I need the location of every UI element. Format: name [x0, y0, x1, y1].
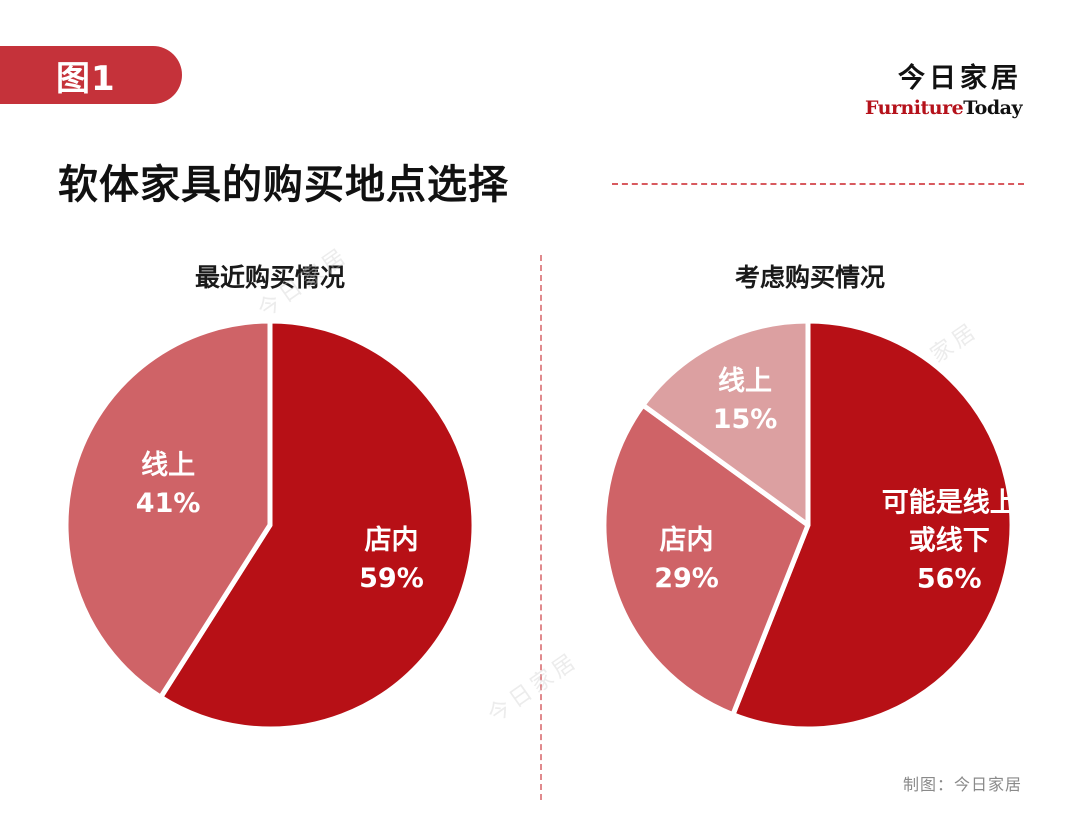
pie-1-slice-2: [640, 318, 811, 528]
brand-name-en-part2: Today: [963, 97, 1022, 119]
pie-0-slice-0-category-label: 店内: [364, 525, 418, 556]
pie-1-slice-0-value-label: 56%: [917, 564, 982, 595]
brand-name-en-part1: Furniture: [865, 97, 964, 119]
pie-0-slice-1-category-label: 线上: [141, 450, 195, 481]
brand-logo: 今日家居 FurnitureToday: [865, 56, 1022, 119]
brand-name-cn: 今日家居: [898, 63, 1022, 94]
center-divider: [540, 255, 542, 800]
pie-0-slice-1-value-label: 41%: [136, 488, 201, 519]
title-divider: [612, 183, 1024, 185]
pie-1-slice-1-category-label: 店内: [660, 525, 714, 556]
pie-1-slice-2-category-label: 线上: [718, 366, 772, 397]
pie-1-slice-1: [601, 402, 811, 718]
pie-1-slice-0-category-label: 可能是线上: [882, 487, 1017, 519]
chart-credit: 制图：今日家居: [902, 775, 1022, 794]
pie-left-title: 最近购买情况: [194, 263, 345, 292]
pie-0-slice-1: [63, 318, 273, 700]
pie-1-slice-0: [730, 318, 1015, 732]
figure-label: 图1: [0, 46, 182, 104]
chart-title: 软体家具的购买地点选择: [58, 162, 509, 208]
pie-0-slice-0-value-label: 59%: [359, 563, 424, 594]
brand-name-en: FurnitureToday: [865, 97, 1022, 119]
pie-1-slice-2-value-label: 15%: [713, 404, 778, 435]
pie-1-slice-0-category-label: 或线下: [909, 526, 990, 557]
pie-right-title: 考虑购买情况: [734, 263, 885, 292]
pie-0-slice-0: [158, 318, 477, 732]
pie-1-slice-1-value-label: 29%: [654, 563, 719, 594]
